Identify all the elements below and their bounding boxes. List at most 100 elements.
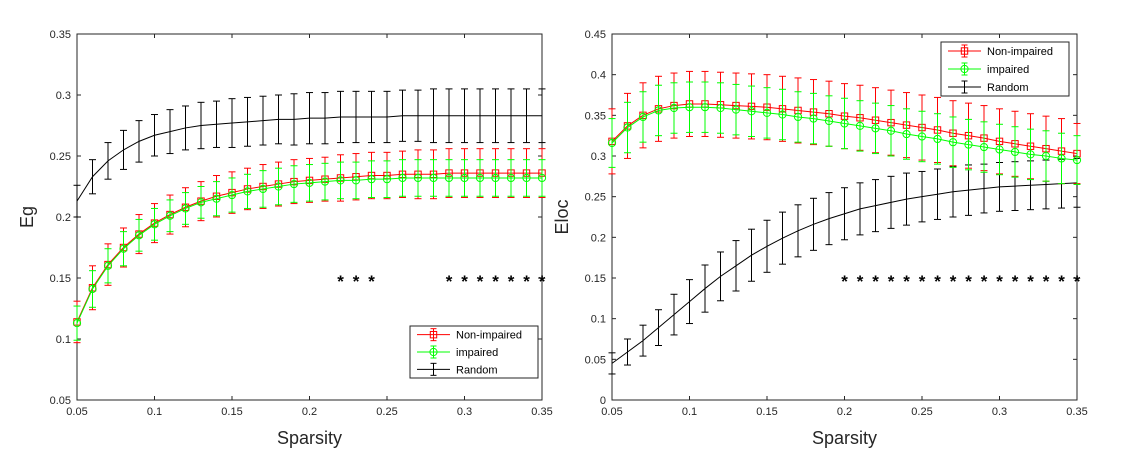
- legend-label: impaired: [987, 64, 1029, 76]
- data-point: [212, 194, 221, 203]
- legend-item: Non-impaired: [948, 44, 1053, 58]
- significance-marker: *: [919, 272, 926, 291]
- legend: Non-impaired impaired Random: [409, 325, 539, 379]
- data-point: [181, 204, 190, 213]
- significance-marker: *: [368, 272, 375, 291]
- data-point: [320, 177, 330, 186]
- data-point: [134, 231, 144, 240]
- data-point: [227, 190, 237, 200]
- y-tick-label: 0.15: [50, 273, 71, 285]
- y-tick-label: 0.25: [585, 192, 606, 204]
- legend-label: Random: [456, 364, 498, 376]
- significance-marker: *: [872, 272, 879, 291]
- x-tick-label: 0.1: [147, 406, 162, 418]
- significance-marker: *: [477, 272, 484, 291]
- legend-swatch-marker: [429, 347, 438, 357]
- data-point: [475, 173, 485, 183]
- data-point: [700, 103, 710, 112]
- significance-marker: *: [841, 272, 848, 291]
- series-line: [611, 182, 1078, 364]
- x-tick-label: 0.35: [531, 406, 552, 418]
- data-point: [964, 140, 973, 149]
- y-tick-label: 0.45: [585, 29, 606, 41]
- y-tick-label: 0.35: [585, 110, 606, 122]
- series-impaired: [72, 159, 547, 341]
- data-point: [948, 138, 958, 147]
- legend-item: Non-impaired: [417, 328, 522, 342]
- data-point: [305, 178, 314, 187]
- significance-marker: *: [508, 272, 515, 291]
- significance-marker: *: [492, 272, 499, 291]
- data-point: [1041, 151, 1051, 161]
- data-point: [855, 121, 865, 131]
- data-point: [623, 123, 632, 132]
- data-point: [150, 220, 159, 229]
- data-point: [762, 108, 772, 117]
- legend-item: Random: [948, 80, 1029, 94]
- data-point: [103, 261, 113, 270]
- data-point: [809, 114, 818, 123]
- data-point: [778, 110, 787, 119]
- y-tick-label: 0: [600, 395, 606, 407]
- data-point: [979, 142, 989, 152]
- legend-item: Random: [417, 362, 498, 376]
- significance-marker: *: [1058, 272, 1065, 291]
- data-point: [429, 173, 438, 183]
- y-tick-label: 0.05: [50, 395, 71, 407]
- legend-swatch-marker: [960, 64, 969, 74]
- data-point: [1072, 155, 1082, 165]
- data-point: [917, 132, 927, 141]
- data-point: [336, 176, 345, 185]
- y-tick-label: 0.25: [50, 151, 71, 163]
- data-point: [747, 107, 756, 116]
- significance-marker: *: [539, 272, 546, 291]
- data-point: [669, 103, 679, 113]
- significance-marker: *: [1027, 272, 1034, 291]
- significance-marker: *: [523, 272, 530, 291]
- data-point: [258, 184, 268, 194]
- significance-marker: *: [1043, 272, 1050, 291]
- legend-swatch-marker: [429, 330, 438, 339]
- significance-marker: *: [903, 272, 910, 291]
- y-tick-label: 0.35: [50, 29, 71, 41]
- data-point: [444, 173, 454, 183]
- x-tick-label: 0.25: [911, 406, 932, 418]
- significance-marker: *: [996, 272, 1003, 291]
- data-point: [933, 134, 942, 144]
- data-point: [289, 179, 299, 189]
- data-point: [654, 106, 663, 115]
- legend-item: impaired: [948, 62, 1029, 76]
- y-tick-label: 0.1: [56, 334, 71, 346]
- legend-label: Random: [987, 82, 1029, 94]
- legend-item: impaired: [417, 345, 498, 359]
- x-tick-label: 0.35: [1066, 406, 1087, 418]
- data-point: [506, 173, 516, 183]
- data-point: [840, 119, 849, 128]
- series-random: [73, 88, 546, 218]
- y-axis-label: Eloc: [552, 199, 572, 234]
- data-point: [685, 103, 694, 112]
- significance-marker: *: [981, 272, 988, 291]
- significance-marker: *: [461, 272, 468, 291]
- data-point: [902, 129, 911, 139]
- y-tick-label: 0.3: [591, 151, 606, 163]
- data-point: [731, 105, 741, 114]
- legend-label: Non-impaired: [987, 46, 1053, 58]
- data-point: [243, 187, 252, 196]
- data-point: [886, 126, 896, 135]
- legend: Non-impaired impaired Random: [940, 41, 1070, 97]
- y-tick-label: 0.4: [591, 70, 606, 82]
- data-point: [995, 145, 1004, 154]
- y-tick-label: 0.1: [591, 314, 606, 326]
- series-line: [611, 106, 1078, 161]
- data-point: [1057, 154, 1066, 163]
- legend-label: Non-impaired: [456, 330, 522, 342]
- significance-marker: *: [446, 272, 453, 291]
- data-point: [413, 173, 423, 183]
- data-point: [398, 173, 407, 183]
- data-point: [1026, 150, 1035, 159]
- x-tick-label: 0.3: [992, 406, 1007, 418]
- series-impaired: [607, 81, 1082, 185]
- data-point: [1010, 147, 1020, 157]
